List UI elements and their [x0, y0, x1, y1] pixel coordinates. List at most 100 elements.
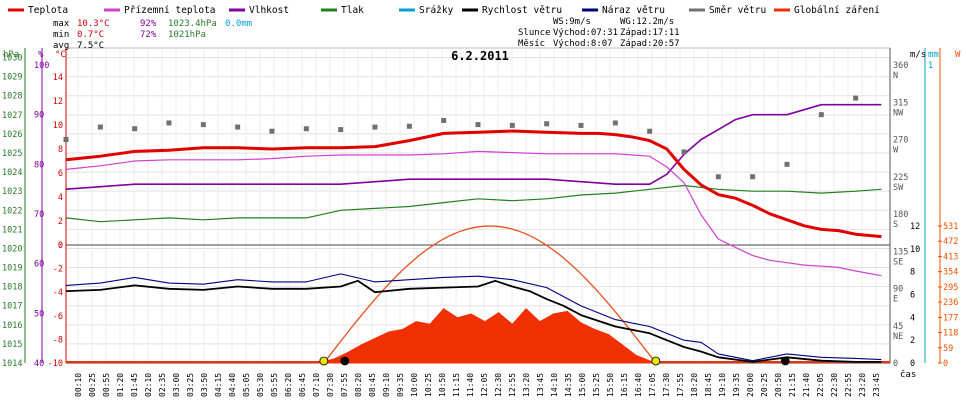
pct-tick-label: 60 — [34, 260, 44, 270]
hpa-tick-label: 1018 — [2, 283, 22, 293]
sun-set: Západ:17:11 — [620, 28, 680, 38]
legend-label: Vlhkost — [249, 5, 289, 16]
time-tick-label: 17:55 — [676, 373, 685, 397]
time-tick-label: 05:30 — [256, 373, 265, 397]
time-tick-label: 19:35 — [732, 373, 741, 397]
legend-label: Tlak — [341, 5, 364, 16]
w-tick-label: 118 — [943, 329, 958, 339]
pressure-line — [65, 184, 882, 223]
stat-humidity: 92% — [140, 19, 157, 29]
time-tick-label: 13:45 — [536, 373, 545, 397]
w-tick-label: 0 — [943, 359, 948, 369]
series-lines — [65, 103, 882, 363]
w-tick-label: 354 — [943, 268, 958, 278]
time-tick-label: 14:35 — [564, 373, 573, 397]
time-tick-label: 21:40 — [802, 373, 811, 397]
stat-temp: 7.5°C — [77, 41, 104, 51]
temp-tick-label: 14 — [53, 73, 63, 83]
time-tick-label: 07:10 — [312, 373, 321, 397]
wind-direction-point — [818, 112, 824, 118]
pct-tick-label: 40 — [34, 359, 44, 369]
hpa-tick-label: 1026 — [2, 130, 22, 140]
time-tick-label: 08:45 — [368, 373, 377, 397]
hpa-tick-label: 1022 — [2, 206, 22, 216]
temp-tick-label: 12 — [53, 97, 63, 107]
time-tick-label: 18:20 — [690, 373, 699, 397]
hpa-tick-label: 1023 — [2, 187, 22, 197]
stat-rain: 0.0mm — [225, 19, 252, 29]
wind-speed-line — [65, 279, 882, 363]
ms-axis-title: m/s — [910, 50, 926, 60]
time-tick-label: 16:15 — [620, 373, 629, 397]
time-tick-label: 03:00 — [172, 373, 181, 397]
hpa-tick-label: 1016 — [2, 321, 22, 331]
stat-temp: 0.7°C — [77, 30, 104, 40]
temp-tick-label: -2 — [53, 265, 63, 275]
stat-pressure: 1023.4hPa — [168, 19, 217, 29]
time-tick-label: 19:10 — [718, 373, 727, 397]
temp-tick-label: 10 — [53, 121, 63, 131]
chart-title: 6.2.2011 — [451, 49, 509, 63]
ms-tick-label: 0 — [910, 359, 915, 369]
time-tick-label: 20:50 — [774, 373, 783, 397]
radiation-series-area — [316, 308, 657, 364]
grid — [65, 47, 891, 364]
pct-axis-title: % — [38, 50, 44, 60]
legend-label: Globální záření — [794, 5, 880, 16]
dir-compass-label: SE — [893, 257, 903, 267]
temp-tick-label: 8 — [58, 145, 63, 155]
temp-axis-title: °C — [55, 50, 66, 60]
time-tick-label: 15:00 — [578, 373, 587, 397]
stat-humidity: 72% — [140, 30, 157, 40]
time-tick-label: 23:20 — [858, 373, 867, 397]
wind-direction-point — [784, 161, 790, 167]
legend-label: Náraz větru — [602, 5, 665, 16]
dir-tick-label: 0 — [893, 359, 898, 369]
wind-direction-point — [372, 124, 378, 130]
temperature-line — [65, 129, 882, 239]
wind-direction-point — [509, 122, 515, 128]
wind-direction-point — [647, 128, 653, 134]
time-tick-label: 01:20 — [116, 373, 125, 397]
wind-direction-point — [269, 128, 275, 134]
dir-compass-label: SW — [893, 183, 904, 193]
wind-direction-point — [475, 122, 481, 128]
dir-compass-label: E — [893, 295, 898, 305]
stat-pressure: 1021hPa — [168, 30, 206, 40]
mm-tick-label: 1 — [928, 61, 933, 71]
dir-tick-label: 90 — [893, 285, 903, 295]
dir-tick-label: 225 — [893, 173, 908, 183]
dir-tick-label: 180 — [893, 210, 908, 220]
dir-compass-label: S — [893, 220, 898, 230]
time-tick-label: 17:05 — [648, 373, 657, 397]
ms-tick-label: 6 — [910, 291, 915, 301]
time-tick-label: 20:25 — [760, 373, 769, 397]
wind-direction-point — [63, 137, 69, 142]
temp-tick-label: 0 — [58, 241, 63, 251]
time-axis-title: čas — [900, 369, 916, 380]
temp-tick-label: 4 — [58, 193, 63, 203]
sunset-marker — [651, 356, 661, 366]
time-tick-label: 02:35 — [158, 373, 167, 397]
ms-tick-label: 12 — [910, 222, 920, 232]
time-tick-label: 17:30 — [662, 373, 671, 397]
wind-direction-point — [681, 149, 687, 155]
hpa-tick-label: 1020 — [2, 244, 22, 254]
time-tick-label: 05:55 — [270, 373, 279, 397]
w-tick-label: 472 — [943, 237, 958, 247]
temp-tick-label: 0 — [58, 241, 63, 251]
time-tick-label: 00:25 — [88, 373, 97, 397]
time-tick-label: 15:50 — [606, 373, 615, 397]
legend-label: Rychlost větru — [482, 5, 562, 16]
dir-tick-label: 360 — [893, 61, 908, 71]
time-tick-label: 10:50 — [438, 373, 447, 397]
time-tick-label: 12:05 — [480, 373, 489, 397]
stat-label: max — [53, 19, 70, 29]
moonrise-marker — [340, 356, 350, 366]
w-tick-label: 177 — [943, 313, 958, 323]
dir-compass-label: NW — [893, 108, 904, 118]
time-tick-label: 05:05 — [242, 373, 251, 397]
pct-tick-label: 50 — [34, 309, 44, 319]
w-tick-label: 413 — [943, 252, 958, 262]
hpa-tick-label: 1017 — [2, 302, 22, 312]
